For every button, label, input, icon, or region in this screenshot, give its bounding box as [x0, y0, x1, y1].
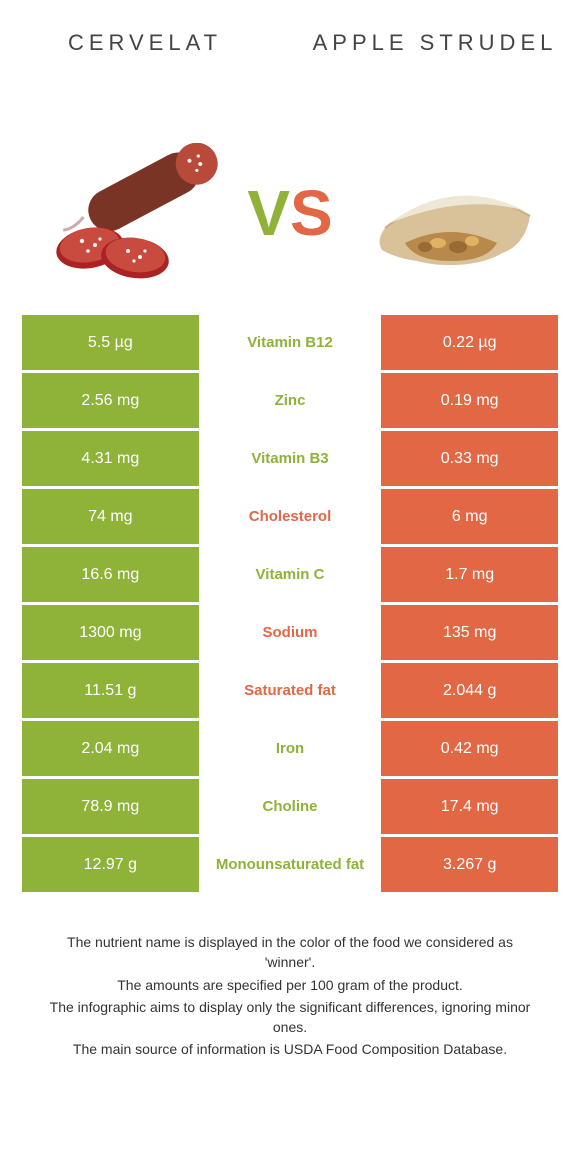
right-value: 6 mg	[381, 489, 558, 544]
nutrient-label: Sodium	[202, 605, 379, 660]
nutrient-label: Saturated fat	[202, 663, 379, 718]
header: Cervelat Apple strudel	[0, 0, 580, 130]
nutrient-label: Choline	[202, 779, 379, 834]
vs-s: S	[290, 177, 333, 249]
nutrient-label: Cholesterol	[202, 489, 379, 544]
table-row: 12.97 gMonounsaturated fat3.267 g	[22, 837, 558, 892]
left-value: 16.6 mg	[22, 547, 199, 602]
left-value: 74 mg	[22, 489, 199, 544]
left-value: 2.04 mg	[22, 721, 199, 776]
left-value: 2.56 mg	[22, 373, 199, 428]
vs-label: VS	[230, 176, 350, 250]
right-food-title: Apple strudel	[310, 30, 560, 56]
footnote-line: The infographic aims to display only the…	[40, 997, 540, 1038]
right-value: 135 mg	[381, 605, 558, 660]
footnote-line: The main source of information is USDA F…	[40, 1039, 540, 1059]
right-value: 17.4 mg	[381, 779, 558, 834]
cervelat-icon	[30, 143, 220, 283]
table-row: 5.5 µgVitamin B120.22 µg	[22, 315, 558, 370]
right-value: 0.42 mg	[381, 721, 558, 776]
nutrient-label: Vitamin B3	[202, 431, 379, 486]
table-row: 1300 mgSodium135 mg	[22, 605, 558, 660]
nutrient-label: Iron	[202, 721, 379, 776]
left-value: 11.51 g	[22, 663, 199, 718]
header-right: Apple strudel	[310, 30, 560, 56]
right-value: 2.044 g	[381, 663, 558, 718]
footnotes: The nutrient name is displayed in the co…	[0, 932, 580, 1060]
left-value: 1300 mg	[22, 605, 199, 660]
table-row: 78.9 mgCholine17.4 mg	[22, 779, 558, 834]
strudel-icon	[360, 143, 550, 283]
left-food-image	[20, 130, 230, 295]
footnote-line: The nutrient name is displayed in the co…	[40, 932, 540, 973]
right-food-image	[350, 130, 560, 295]
nutrient-label: Zinc	[202, 373, 379, 428]
vs-v: V	[247, 177, 290, 249]
left-value: 4.31 mg	[22, 431, 199, 486]
right-value: 3.267 g	[381, 837, 558, 892]
nutrient-label: Vitamin B12	[202, 315, 379, 370]
table-row: 16.6 mgVitamin C1.7 mg	[22, 547, 558, 602]
images-row: VS	[0, 130, 580, 295]
left-value: 5.5 µg	[22, 315, 199, 370]
right-value: 1.7 mg	[381, 547, 558, 602]
right-value: 0.33 mg	[381, 431, 558, 486]
table-row: 2.04 mgIron0.42 mg	[22, 721, 558, 776]
left-value: 78.9 mg	[22, 779, 199, 834]
left-food-title: Cervelat	[20, 30, 270, 56]
table-row: 11.51 gSaturated fat2.044 g	[22, 663, 558, 718]
table-row: 74 mgCholesterol6 mg	[22, 489, 558, 544]
header-left: Cervelat	[20, 30, 270, 56]
nutrient-label: Vitamin C	[202, 547, 379, 602]
right-value: 0.22 µg	[381, 315, 558, 370]
left-value: 12.97 g	[22, 837, 199, 892]
right-value: 0.19 mg	[381, 373, 558, 428]
comparison-table: 5.5 µgVitamin B120.22 µg2.56 mgZinc0.19 …	[22, 315, 558, 892]
table-row: 2.56 mgZinc0.19 mg	[22, 373, 558, 428]
table-row: 4.31 mgVitamin B30.33 mg	[22, 431, 558, 486]
footnote-line: The amounts are specified per 100 gram o…	[40, 975, 540, 995]
nutrient-label: Monounsaturated fat	[202, 837, 379, 892]
